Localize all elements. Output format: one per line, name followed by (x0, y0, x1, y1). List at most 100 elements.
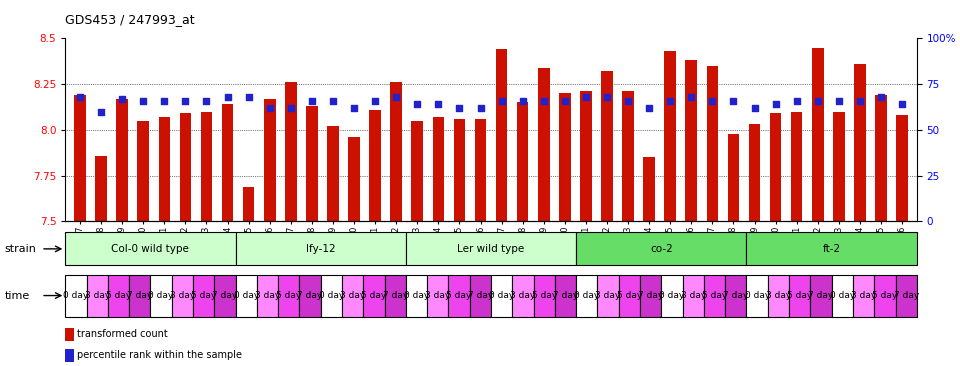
Text: Col-0 wild type: Col-0 wild type (111, 244, 189, 254)
Bar (65, 232, 235, 265)
Text: 7 day: 7 day (553, 291, 578, 300)
Text: 0 day: 0 day (404, 291, 429, 300)
Bar (559, 93, 570, 221)
Bar (321, 274, 342, 317)
Bar (222, 104, 233, 221)
Bar (685, 60, 697, 221)
Bar (406, 274, 427, 317)
Bar (661, 274, 683, 317)
Point (262, 105, 277, 111)
Text: lfy-12: lfy-12 (306, 244, 336, 254)
Point (431, 101, 446, 107)
Point (241, 94, 256, 100)
Point (895, 101, 910, 107)
Point (72, 94, 87, 100)
Point (220, 94, 235, 100)
Bar (235, 274, 257, 317)
Bar (469, 274, 492, 317)
Point (199, 98, 214, 104)
Bar (158, 117, 170, 221)
Bar (327, 126, 339, 221)
Point (641, 105, 657, 111)
Text: 3 day: 3 day (425, 291, 450, 300)
Bar (534, 274, 555, 317)
Bar (664, 51, 676, 221)
Text: 7 day: 7 day (894, 291, 919, 300)
Bar (74, 95, 85, 221)
Point (304, 98, 320, 104)
Text: 0 day: 0 day (63, 291, 88, 300)
Text: 3 day: 3 day (681, 291, 706, 300)
Text: 5 day: 5 day (532, 291, 557, 300)
Text: 7 day: 7 day (468, 291, 493, 300)
Bar (86, 274, 108, 317)
Text: 3 day: 3 day (170, 291, 195, 300)
Text: 5 day: 5 day (361, 291, 387, 300)
Bar (768, 274, 789, 317)
Text: 7 day: 7 day (127, 291, 153, 300)
Bar (538, 68, 549, 221)
Text: 0 day: 0 day (149, 291, 174, 300)
Text: 7 day: 7 day (383, 291, 408, 300)
Bar (622, 92, 634, 221)
Bar (406, 232, 576, 265)
Bar (348, 137, 360, 221)
Text: 3 day: 3 day (84, 291, 109, 300)
Bar (278, 274, 300, 317)
Point (178, 98, 193, 104)
Bar (640, 274, 661, 317)
Text: 3 day: 3 day (340, 291, 366, 300)
Point (93, 109, 108, 115)
Text: 3 day: 3 day (595, 291, 621, 300)
Bar (704, 274, 725, 317)
Bar (433, 117, 444, 221)
Text: ft-2: ft-2 (823, 244, 841, 254)
Bar (235, 232, 406, 265)
Bar (412, 121, 423, 221)
Text: 5 day: 5 day (873, 291, 898, 300)
Bar (427, 274, 448, 317)
Bar (65, 328, 74, 340)
Bar (619, 274, 640, 317)
Bar (306, 106, 318, 221)
Text: 0 day: 0 day (829, 291, 855, 300)
Text: percentile rank within the sample: percentile rank within the sample (77, 351, 242, 361)
Text: Ler wild type: Ler wild type (457, 244, 525, 254)
Bar (810, 274, 831, 317)
Bar (214, 274, 235, 317)
Bar (576, 274, 597, 317)
Bar (193, 274, 214, 317)
Bar (137, 121, 149, 221)
Text: 0 day: 0 day (319, 291, 344, 300)
Text: 5 day: 5 day (446, 291, 471, 300)
Bar (492, 274, 513, 317)
Bar (257, 274, 278, 317)
Point (874, 94, 889, 100)
Text: 0 day: 0 day (233, 291, 259, 300)
Bar (770, 113, 781, 221)
Bar (172, 274, 193, 317)
Text: strain: strain (5, 244, 36, 254)
Bar (876, 95, 887, 221)
Text: co-2: co-2 (650, 244, 673, 254)
Bar (747, 232, 917, 265)
Bar (65, 349, 74, 362)
Point (768, 101, 783, 107)
Text: 0 day: 0 day (745, 291, 770, 300)
Bar (812, 48, 824, 221)
Bar (728, 134, 739, 221)
Bar (448, 274, 469, 317)
Bar (495, 49, 508, 221)
Bar (300, 274, 321, 317)
Point (620, 98, 636, 104)
Bar (580, 92, 591, 221)
Bar (897, 115, 908, 221)
Bar (875, 274, 896, 317)
Point (410, 101, 425, 107)
Text: 3 day: 3 day (851, 291, 876, 300)
Point (135, 98, 151, 104)
Text: 3 day: 3 day (511, 291, 536, 300)
Bar (180, 113, 191, 221)
Bar (385, 274, 406, 317)
Point (831, 98, 847, 104)
